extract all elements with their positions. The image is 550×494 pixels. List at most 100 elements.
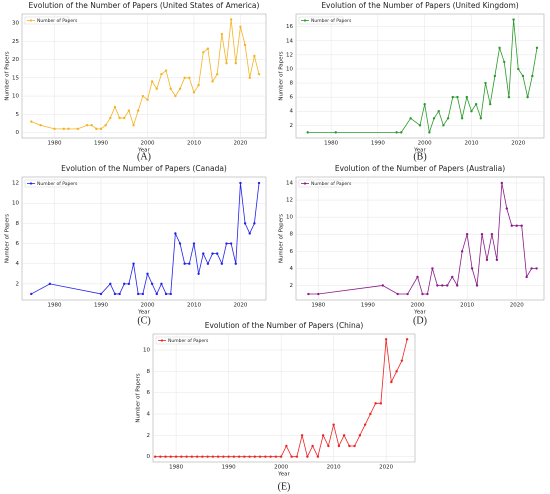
data-point (510, 224, 513, 227)
data-point (197, 83, 200, 87)
x-tick-label: 2010 (460, 303, 474, 309)
y-tick-label: 2 (290, 123, 294, 129)
data-point (442, 124, 445, 127)
y-tick-label: 2 (16, 281, 20, 287)
legend-text: Number of Papers (37, 18, 78, 24)
legend-marker (160, 339, 164, 342)
data-point (498, 46, 501, 50)
plot-area (21, 176, 267, 301)
y-tick-label: 2 (147, 433, 151, 439)
y-tick-label: 4 (16, 261, 20, 267)
data-point (178, 87, 182, 90)
data-point (85, 124, 89, 127)
data-point (428, 131, 431, 134)
data-point (67, 127, 70, 131)
data-point (211, 252, 214, 255)
x-tick-label: 1980 (324, 141, 338, 147)
data-point (127, 282, 131, 286)
data-point (180, 455, 183, 458)
data-point (460, 250, 464, 253)
data-point (216, 455, 220, 458)
data-point (295, 455, 299, 458)
data-point (418, 124, 422, 127)
data-point (316, 455, 320, 458)
y-axis-label: Number of Papers (5, 214, 11, 263)
data-point (118, 116, 121, 120)
data-point (406, 292, 409, 296)
y-tick-label: 4 (290, 266, 294, 272)
data-point (211, 455, 215, 458)
y-tick-label: 6 (147, 390, 151, 396)
data-point (258, 455, 262, 458)
data-point (484, 81, 487, 85)
data-point (332, 423, 335, 426)
x-tick-label: 2010 (187, 141, 201, 147)
data-point (390, 380, 393, 384)
y-tick-label: 16 (286, 24, 293, 30)
data-point (369, 412, 372, 416)
x-axis-label: Year (413, 310, 426, 316)
x-tick-label: 1990 (94, 303, 108, 309)
data-point (512, 18, 515, 21)
data-point (426, 292, 429, 296)
x-tick-label: 2000 (274, 465, 288, 471)
data-point (526, 95, 529, 99)
y-tick-label: 12 (286, 52, 293, 58)
data-point (253, 455, 257, 458)
data-point (141, 292, 145, 296)
legend-box (24, 179, 70, 188)
data-point (146, 272, 149, 275)
data-point (229, 18, 233, 21)
data-line (31, 183, 260, 295)
data-point (127, 109, 131, 112)
y-tick-label: 12 (286, 198, 293, 204)
data-point (146, 98, 149, 101)
x-axis-label: Year (413, 148, 426, 154)
data-point (220, 262, 224, 265)
data-point (248, 232, 251, 235)
data-point (243, 43, 247, 47)
data-point (405, 338, 409, 341)
y-axis-label: Number of Papers (279, 214, 285, 263)
chart-panel: 2 4 6 8 10 12 14 1980 1990 2000 2010 2020 Evolution … (279, 164, 545, 326)
data-point (317, 292, 320, 296)
plot-area (295, 13, 545, 139)
data-point (395, 370, 398, 373)
data-point (164, 455, 167, 458)
data-point (348, 444, 351, 448)
data-point (153, 455, 157, 458)
data-point (423, 102, 426, 106)
data-point (225, 62, 228, 65)
y-tick-label: 10 (286, 215, 293, 221)
data-point (195, 455, 199, 458)
x-tick-label: 2010 (464, 141, 478, 147)
data-point (306, 455, 309, 458)
data-point (90, 124, 93, 127)
data-point (409, 117, 412, 120)
data-point (183, 76, 186, 80)
data-point (300, 434, 304, 437)
data-point (160, 282, 163, 286)
data-point (465, 233, 469, 236)
data-point (174, 232, 177, 235)
legend-marker (29, 182, 33, 185)
data-point (485, 258, 489, 262)
panel-label: (C) (137, 315, 150, 326)
data-point (169, 87, 172, 90)
data-point (353, 444, 356, 448)
chart-title: Evolution of the Number of Papers (China… (205, 321, 364, 330)
legend-box (298, 179, 344, 188)
legend-box (24, 16, 70, 25)
panel-label: (D) (413, 315, 427, 326)
data-point (136, 292, 140, 296)
data-point (243, 455, 246, 458)
y-tick-label: 15 (12, 75, 19, 81)
y-tick-label: 14 (286, 38, 293, 44)
data-point (113, 105, 117, 109)
data-point (493, 74, 497, 78)
data-point (456, 95, 459, 99)
data-point (150, 282, 154, 286)
data-point (39, 124, 42, 127)
y-tick-label: 10 (143, 348, 150, 354)
data-point (192, 242, 196, 245)
